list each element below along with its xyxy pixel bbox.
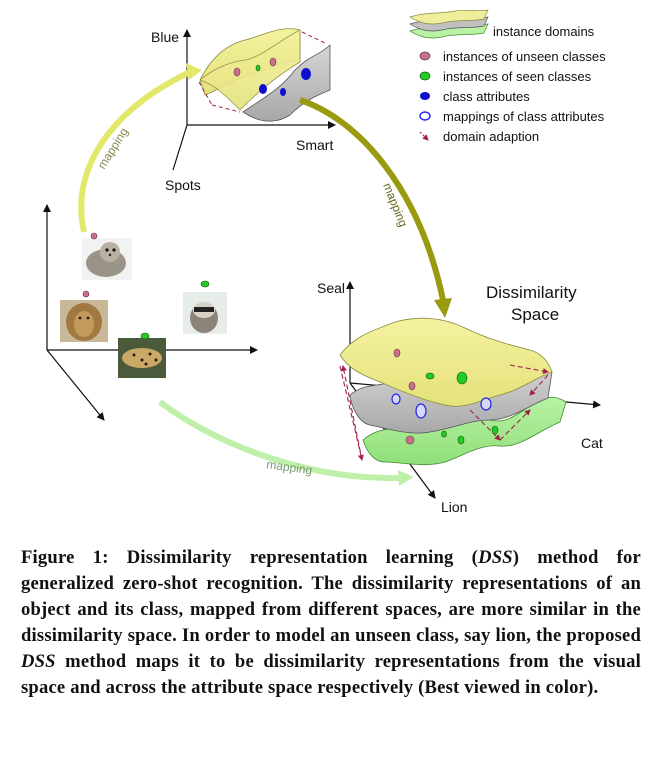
right-y-axis-label: Seal — [317, 280, 345, 296]
legend-unseen-instances: instances of unseen classes — [443, 49, 606, 64]
top-attribute-surfaces — [198, 28, 331, 122]
legend: instance domains instances of unseen cla… — [409, 9, 606, 144]
dissimilarity-title-line1: Dissimilarity — [486, 283, 577, 302]
dss-figure: Blue Smart Spots — [43, 9, 606, 515]
unseen-instance-dot-icon — [419, 51, 431, 61]
seal-photo-icon — [82, 232, 132, 280]
top-y-axis-label: Blue — [151, 29, 179, 45]
caption-dss-1: DSS — [478, 547, 513, 568]
leopard-photo-icon — [118, 332, 166, 378]
lion-photo-icon — [60, 290, 108, 342]
raccoon-photo-icon — [183, 280, 227, 334]
mapping-arrow-green: mapping — [158, 399, 414, 486]
right-z-axis-label: Lion — [441, 499, 467, 515]
caption-part1: Figure 1: Dissimilarity representation l… — [21, 547, 479, 568]
seen-instance-dot-icon — [419, 71, 431, 81]
instance-domains-icon — [409, 9, 489, 39]
legend-instance-domains: instance domains — [493, 24, 595, 39]
legend-domain-adaption: domain adaption — [443, 129, 539, 144]
mapping-arrow-yellow: mapping — [78, 63, 202, 233]
mapping-label-olive: mapping — [380, 181, 410, 229]
caption-dss-2: DSS — [21, 651, 56, 672]
caption-part3: method maps it to be dissimilarity repre… — [21, 651, 641, 698]
right-x-axis-label: Cat — [581, 435, 603, 451]
legend-class-attributes: class attributes — [443, 89, 530, 104]
domain-adaption-arrow-icon — [419, 131, 429, 141]
legend-attribute-mappings: mappings of class attributes — [443, 109, 605, 124]
caption-part2: ) method for generalized zero-shot recog… — [21, 547, 642, 646]
dissimilarity-surfaces — [339, 317, 567, 466]
mapping-label-green: mapping — [266, 457, 314, 477]
class-attribute-dot-icon — [420, 92, 430, 100]
top-axes: Blue Smart Spots — [151, 29, 336, 193]
top-z-axis-label: Spots — [165, 177, 201, 193]
dissimilarity-title-line2: Space — [511, 305, 559, 324]
top-x-axis-label: Smart — [296, 137, 333, 153]
legend-seen-instances: instances of seen classes — [443, 69, 592, 84]
attribute-mapping-ring-icon — [419, 111, 431, 121]
dissimilarity-space-axes: Seal Cat Lion Dissimilarity Space — [317, 280, 603, 515]
figure-caption: Figure 1: Dissimilarity representation l… — [21, 545, 641, 701]
